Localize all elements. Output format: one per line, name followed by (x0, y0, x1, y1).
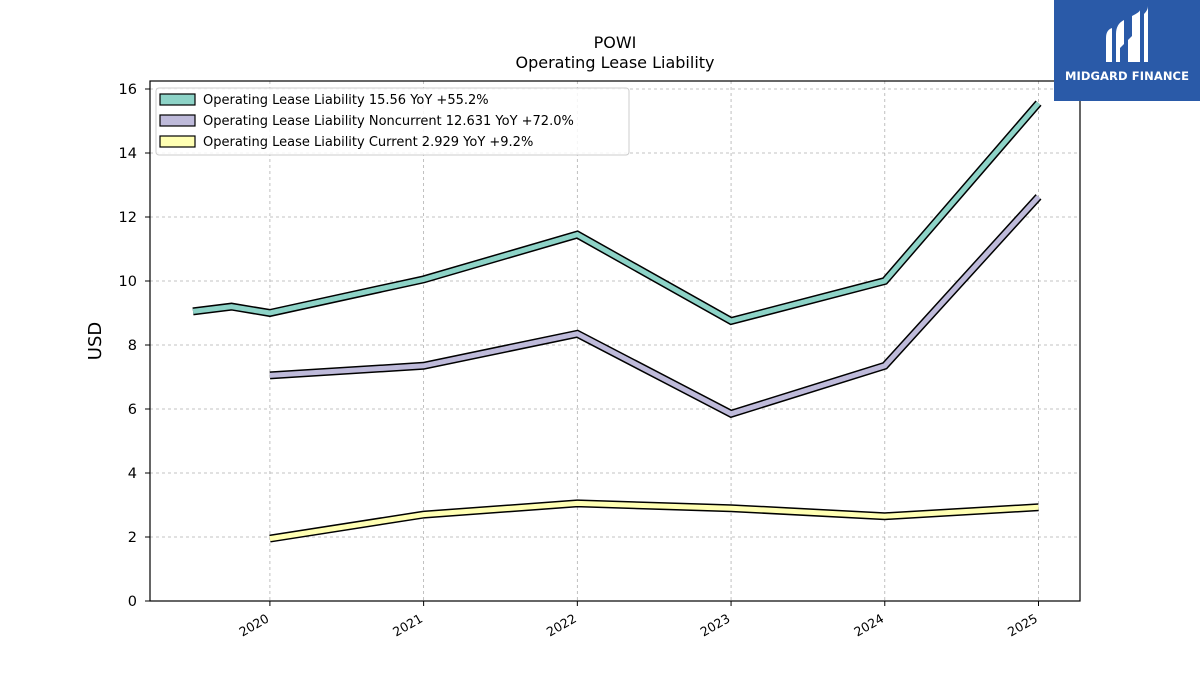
legend-item: Operating Lease Liability Current 2.929 … (159, 135, 533, 150)
legend-swatch (159, 93, 196, 106)
series-3 (269, 499, 1039, 543)
series-1 (192, 100, 1042, 326)
brand-logo: MIDGARD FINANCE (1054, 0, 1200, 101)
brand-name: MIDGARD FINANCE (1064, 69, 1190, 83)
x-tick-label: 2020 (236, 611, 271, 640)
y-tick-label: 14 (119, 146, 137, 162)
y-tick-label: 16 (119, 82, 137, 98)
legend-label: Operating Lease Liability Noncurrent 12.… (203, 114, 574, 129)
series-layer (192, 100, 1042, 543)
x-tick-label: 2022 (544, 611, 579, 640)
plot-frame (149, 80, 1081, 602)
y-tick-label: 10 (119, 274, 137, 290)
chart-subtitle: Operating Lease Liability (515, 53, 714, 72)
series-line (192, 101, 1041, 324)
chart-title: POWI (594, 33, 637, 52)
legend-label: Operating Lease Liability 15.56 YoY +55.… (203, 93, 489, 108)
series-line (269, 500, 1039, 542)
y-tick-label: 0 (128, 594, 137, 610)
legend-swatch (159, 135, 196, 148)
legend-item: Operating Lease Liability 15.56 YoY +55.… (159, 93, 489, 108)
x-tick-label: 2024 (851, 611, 886, 640)
midgard-logo-icon (1106, 6, 1148, 62)
x-tick-label: 2023 (698, 611, 733, 640)
y-tick-label: 6 (128, 402, 137, 418)
y-tick-label: 8 (128, 338, 137, 354)
legend-frame (155, 87, 630, 156)
series-line (269, 195, 1041, 417)
grid (150, 81, 1080, 602)
y-tick-label: 4 (128, 466, 137, 482)
y-tick-label: 2 (128, 530, 137, 546)
x-tick-label: 2021 (390, 611, 425, 640)
x-axis: 2020 2021 2022 2023 2024 2025 (236, 601, 1040, 640)
series-line-outline (269, 194, 1042, 419)
legend-label: Operating Lease Liability Current 2.929 … (203, 135, 533, 150)
legend: Operating Lease Liability 15.56 YoY +55.… (155, 87, 630, 156)
y-axis: 0 2 4 6 8 10 12 14 16 (119, 82, 150, 610)
legend-item: Operating Lease Liability Noncurrent 12.… (159, 114, 574, 129)
series-2 (269, 194, 1042, 419)
y-tick-label: 12 (119, 210, 137, 226)
y-axis-label: USD (85, 322, 106, 360)
legend-swatch (159, 114, 196, 127)
x-tick-label: 2025 (1005, 611, 1040, 640)
